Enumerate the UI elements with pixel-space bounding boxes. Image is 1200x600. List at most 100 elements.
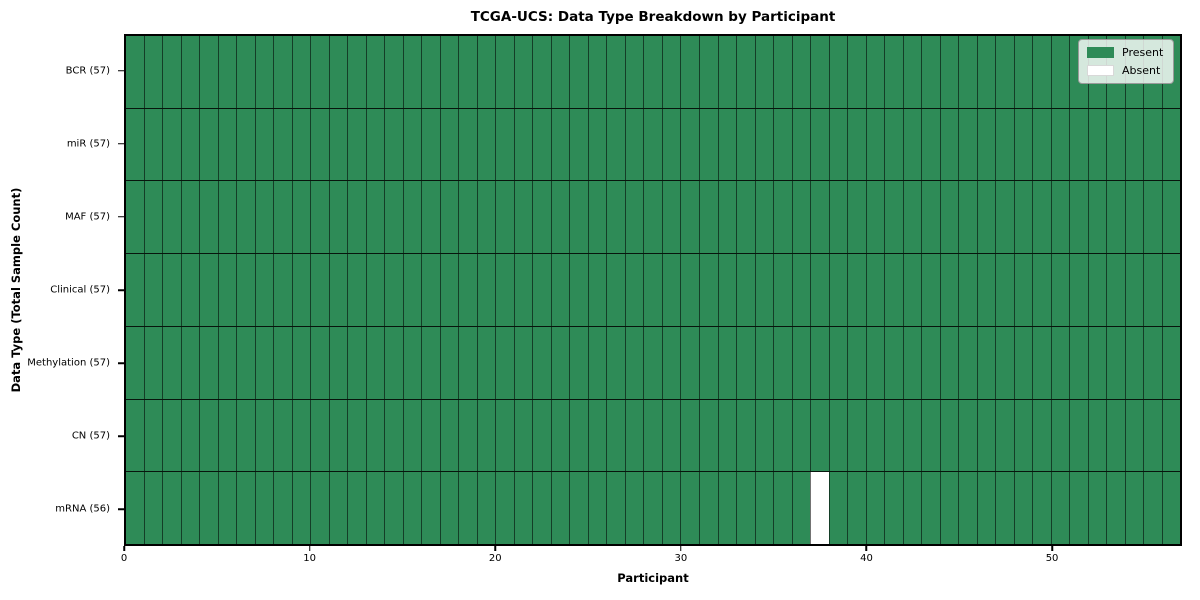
heatmap-cell	[421, 326, 440, 399]
legend-entry-present: Present	[1087, 46, 1163, 59]
heatmap-cell	[495, 472, 514, 545]
heatmap-cell	[162, 326, 181, 399]
heatmap-cell	[1069, 181, 1088, 254]
x-tick-mark	[1051, 546, 1053, 551]
heatmap-cell	[162, 254, 181, 326]
heatmap-cell	[884, 254, 903, 326]
heatmap-cell	[495, 108, 514, 181]
heatmap-cell	[976, 254, 996, 326]
heatmap-cell	[402, 108, 422, 181]
heatmap-cell	[532, 472, 551, 545]
heatmap-row	[126, 253, 1181, 326]
heatmap-cell	[587, 36, 607, 108]
heatmap-cell	[736, 472, 755, 545]
heatmap-cell	[1143, 181, 1162, 254]
heatmap-cell	[1161, 181, 1181, 254]
heatmap-cell	[310, 181, 329, 254]
heatmap-cell	[1106, 108, 1125, 181]
heatmap-cell	[126, 108, 144, 181]
heatmap-cell	[162, 108, 181, 181]
heatmap-cell	[550, 472, 570, 545]
heatmap-cell	[1032, 181, 1051, 254]
heatmap-cell	[847, 326, 866, 399]
heatmap-cell	[995, 399, 1014, 472]
heatmap-cell	[698, 181, 718, 254]
heatmap-cell	[439, 181, 459, 254]
heatmap-cell	[995, 108, 1014, 181]
heatmap-cell	[958, 181, 977, 254]
heatmap-cell	[680, 108, 699, 181]
heatmap-cell	[162, 399, 181, 472]
y-tick-label: mRNA (56)	[55, 503, 110, 515]
heatmap-cell	[624, 254, 644, 326]
heatmap-cell	[1032, 36, 1051, 108]
heatmap-cell	[328, 181, 348, 254]
x-axis-label: Participant	[617, 571, 689, 585]
heatmap-cell	[643, 326, 662, 399]
heatmap-cell	[717, 472, 737, 545]
heatmap-cell	[661, 108, 681, 181]
heatmap-cell	[606, 108, 625, 181]
heatmap-cell	[476, 181, 496, 254]
heatmap-cell	[402, 472, 422, 545]
heatmap-cell	[976, 472, 996, 545]
heatmap-cell	[1013, 326, 1033, 399]
heatmap-cell	[254, 108, 274, 181]
x-tick-mark	[494, 546, 496, 551]
heatmap-cell	[365, 399, 385, 472]
heatmap-cell	[865, 254, 885, 326]
heatmap-cell	[1161, 472, 1181, 545]
heatmap-cell	[680, 326, 699, 399]
heatmap-cell	[199, 326, 218, 399]
heatmap-row	[126, 180, 1181, 254]
heatmap-cell	[828, 399, 848, 472]
heatmap-cell	[217, 108, 237, 181]
heatmap-cell	[902, 108, 922, 181]
heatmap-cell	[828, 472, 848, 545]
heatmap-cell	[513, 36, 533, 108]
heatmap-cell	[347, 36, 366, 108]
heatmap-cell	[126, 399, 144, 472]
heatmap-cell	[773, 181, 792, 254]
heatmap-cell	[402, 326, 422, 399]
heatmap-cell	[661, 254, 681, 326]
heatmap-cell	[143, 254, 163, 326]
heatmap-cell	[1069, 108, 1088, 181]
heatmap-cell	[773, 326, 792, 399]
heatmap-cell	[958, 254, 977, 326]
heatmap-cell	[939, 472, 959, 545]
heatmap-cell	[810, 181, 829, 254]
heatmap-cell	[532, 326, 551, 399]
heatmap-cell	[384, 36, 403, 108]
heatmap-cell	[328, 472, 348, 545]
heatmap-cell	[199, 254, 218, 326]
heatmap-cell	[273, 181, 292, 254]
y-tick-mark	[118, 142, 124, 145]
heatmap-cell	[736, 36, 755, 108]
heatmap-cell	[995, 326, 1014, 399]
heatmap-cell	[143, 108, 163, 181]
heatmap-row	[126, 107, 1181, 181]
heatmap-cell	[1013, 36, 1033, 108]
heatmap-cell	[736, 181, 755, 254]
heatmap-cell	[421, 108, 440, 181]
heatmap-cell	[624, 108, 644, 181]
heatmap-cell	[1050, 108, 1070, 181]
heatmap-cell	[1013, 472, 1033, 545]
heatmap-cell	[1050, 254, 1070, 326]
heatmap-cell	[126, 254, 144, 326]
heatmap-cell	[865, 472, 885, 545]
heatmap-cell	[1124, 399, 1144, 472]
heatmap-cell	[217, 254, 237, 326]
y-tick-mark	[118, 216, 124, 218]
heatmap-cell	[606, 181, 625, 254]
heatmap-cell	[347, 472, 366, 545]
heatmap-cell	[736, 254, 755, 326]
heatmap-cell	[402, 254, 422, 326]
heatmap-cell	[143, 181, 163, 254]
heatmap-cell	[310, 326, 329, 399]
heatmap-cell	[810, 399, 829, 472]
heatmap-cell	[1161, 399, 1181, 472]
heatmap-cell	[921, 472, 940, 545]
heatmap-cell	[384, 472, 403, 545]
